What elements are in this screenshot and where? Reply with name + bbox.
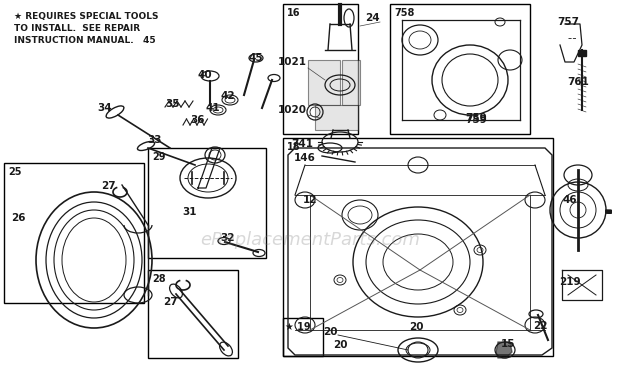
Text: 27: 27 — [100, 181, 115, 191]
Polygon shape — [496, 342, 512, 358]
Text: 45: 45 — [249, 53, 264, 63]
Bar — [390, 4, 530, 134]
Text: 22: 22 — [533, 321, 547, 331]
Bar — [148, 270, 238, 358]
Polygon shape — [308, 60, 340, 105]
Text: 761: 761 — [567, 77, 589, 87]
Text: 34: 34 — [98, 103, 112, 113]
Text: eReplacementParts.com: eReplacementParts.com — [200, 231, 420, 249]
Text: 757: 757 — [557, 17, 579, 27]
Text: 31: 31 — [183, 207, 197, 217]
Text: 18: 18 — [287, 142, 301, 152]
Bar — [148, 148, 266, 258]
Text: 16: 16 — [287, 8, 301, 18]
Text: ★ 19: ★ 19 — [285, 322, 311, 332]
Text: 27: 27 — [162, 297, 177, 307]
Text: 1020: 1020 — [278, 105, 306, 115]
Polygon shape — [315, 105, 358, 130]
Text: 46: 46 — [563, 195, 577, 205]
Bar — [283, 318, 323, 356]
Text: 758: 758 — [394, 8, 414, 18]
Text: 20: 20 — [323, 327, 337, 337]
Text: ★ REQUIRES SPECIAL TOOLS: ★ REQUIRES SPECIAL TOOLS — [14, 12, 159, 21]
Text: 20: 20 — [333, 340, 347, 350]
Text: 24: 24 — [365, 13, 379, 23]
Text: 12: 12 — [303, 195, 317, 205]
Text: 1021: 1021 — [278, 57, 306, 67]
Text: 41: 41 — [206, 103, 220, 113]
Text: 20: 20 — [409, 322, 423, 332]
Text: 146: 146 — [294, 153, 316, 163]
Text: 33: 33 — [148, 135, 162, 145]
Text: 42: 42 — [221, 91, 236, 101]
Text: 759: 759 — [465, 115, 487, 125]
Polygon shape — [342, 60, 360, 105]
Polygon shape — [578, 50, 586, 56]
Text: 35: 35 — [166, 99, 180, 109]
Text: 25: 25 — [8, 167, 22, 177]
Text: 29: 29 — [152, 152, 166, 162]
Text: 741: 741 — [291, 139, 313, 149]
Bar — [4, 163, 144, 303]
Text: 32: 32 — [221, 233, 235, 243]
Text: 219: 219 — [559, 277, 581, 287]
Text: 26: 26 — [11, 213, 25, 223]
Bar — [283, 138, 553, 356]
Text: INSTRUCTION MANUAL.   45: INSTRUCTION MANUAL. 45 — [14, 36, 156, 45]
Text: 36: 36 — [191, 115, 205, 125]
Text: 28: 28 — [152, 274, 166, 284]
Text: 759: 759 — [465, 113, 487, 123]
Text: 40: 40 — [198, 70, 212, 80]
Bar — [283, 4, 358, 134]
Text: 15: 15 — [501, 339, 515, 349]
Text: TO INSTALL.  SEE REPAIR: TO INSTALL. SEE REPAIR — [14, 24, 140, 33]
